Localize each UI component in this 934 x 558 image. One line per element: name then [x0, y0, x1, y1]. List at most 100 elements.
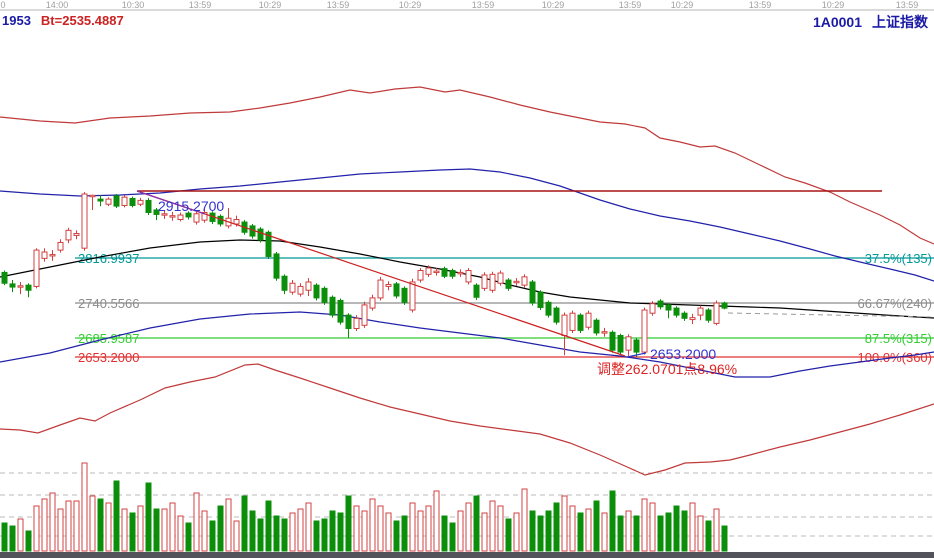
volume-bar: [617, 515, 624, 552]
volume-bar: [345, 495, 352, 552]
candle-body: [177, 214, 184, 221]
lower-red-band: [0, 363, 934, 476]
volume-bar: [9, 525, 16, 552]
header-symbol[interactable]: 1A0001 上证指数: [813, 12, 928, 32]
volume-bar: [177, 515, 184, 552]
candle-body: [25, 284, 32, 291]
volume-bar: [561, 495, 568, 552]
volume-bar: [273, 515, 280, 552]
chart-annotation: 2653.2000: [650, 346, 716, 362]
time-axis-tick: 13:59: [896, 0, 919, 10]
volume-bar: [57, 508, 64, 552]
volume-bar: [601, 512, 608, 552]
candle-body: [665, 304, 672, 311]
volume-bar: [505, 518, 512, 552]
candle-body: [481, 274, 488, 289]
candle-body: [593, 319, 600, 334]
volume-bar: [41, 498, 48, 552]
volume-bar: [313, 520, 320, 552]
time-axis-tick: 10:30: [122, 0, 145, 10]
volume-bar: [593, 500, 600, 552]
bt-indicator-value: Bt=2535.4887: [40, 13, 124, 28]
volume-bar: [249, 510, 256, 552]
candle-body: [185, 212, 192, 218]
volume-bar: [425, 505, 432, 552]
candle-body: [505, 279, 512, 289]
volume-bar: [393, 520, 400, 552]
candle-body: [65, 229, 72, 241]
candle-body: [561, 314, 568, 337]
candle-body: [681, 312, 688, 319]
volume-bar: [81, 462, 88, 552]
candle-body: [321, 287, 328, 303]
level-percent-label: 37.5%(135): [865, 251, 932, 266]
level-price-label: 2740.5566: [78, 296, 139, 311]
candle-body: [569, 312, 576, 331]
volume-bar: [537, 515, 544, 552]
candle-body: [689, 317, 696, 321]
volume-bar: [633, 515, 640, 552]
candle-body: [81, 193, 88, 249]
candle-body: [625, 336, 632, 351]
volume-bar: [241, 495, 248, 552]
volume-bar: [473, 495, 480, 552]
candle-body: [9, 283, 16, 288]
upper-red-band: [0, 86, 934, 245]
candle-body: [601, 331, 608, 334]
volume-bar: [465, 502, 472, 552]
volume-bar: [97, 498, 104, 552]
candle-body: [313, 284, 320, 299]
volume-bar: [521, 488, 528, 552]
candle-body: [145, 199, 152, 213]
volume-bar: [305, 502, 312, 552]
candle-body: [537, 291, 544, 308]
candle-body: [529, 281, 536, 304]
candle-body: [417, 269, 424, 281]
candle-body: [169, 215, 176, 218]
time-axis-tick: 10:29: [671, 0, 694, 10]
volume-bar: [409, 502, 416, 552]
candle-body: [473, 284, 480, 298]
candle-body: [289, 282, 296, 293]
level-price-label: 2653.2000: [78, 350, 139, 365]
downtrend-line: [136, 190, 626, 357]
bottom-status-strip: [0, 552, 934, 558]
volume-bar: [609, 490, 616, 552]
candle-body: [633, 339, 640, 353]
time-axis-tick: 13:59: [749, 0, 772, 10]
volume-bar: [153, 508, 160, 552]
time-axis-tick: 10:29: [542, 0, 565, 10]
volume-bar: [401, 515, 408, 552]
last-price-dashed-line: [727, 312, 934, 318]
candle-body: [449, 269, 456, 277]
candle-body: [369, 297, 376, 309]
volume-bar: [433, 490, 440, 552]
candle-body: [401, 287, 408, 303]
low-label-connector: [626, 352, 647, 358]
candle-body: [513, 280, 520, 284]
volume-bar: [497, 505, 504, 552]
volume-bar: [689, 502, 696, 552]
candle-body: [193, 213, 200, 223]
candle-body: [457, 271, 464, 275]
volume-bar: [281, 518, 288, 552]
volume-bar: [481, 512, 488, 552]
candle-body: [89, 194, 96, 198]
candle-body: [345, 314, 352, 329]
candle-body: [657, 300, 664, 308]
candle-body: [697, 307, 704, 316]
candle-body: [73, 233, 80, 236]
volume-bar: [577, 512, 584, 552]
candle-body: [713, 302, 720, 324]
volume-bar: [361, 510, 368, 552]
volume-bar: [169, 502, 176, 552]
candle-body: [337, 299, 344, 323]
volume-bar: [649, 502, 656, 552]
candle-body: [305, 281, 312, 291]
time-axis-tick: 10:29: [259, 0, 282, 10]
chart-annotation: 调整262.0701点8.96%: [597, 361, 737, 377]
candle-body: [521, 276, 528, 286]
time-axis-tick: 10:29: [822, 0, 845, 10]
volume-bar: [297, 508, 304, 552]
